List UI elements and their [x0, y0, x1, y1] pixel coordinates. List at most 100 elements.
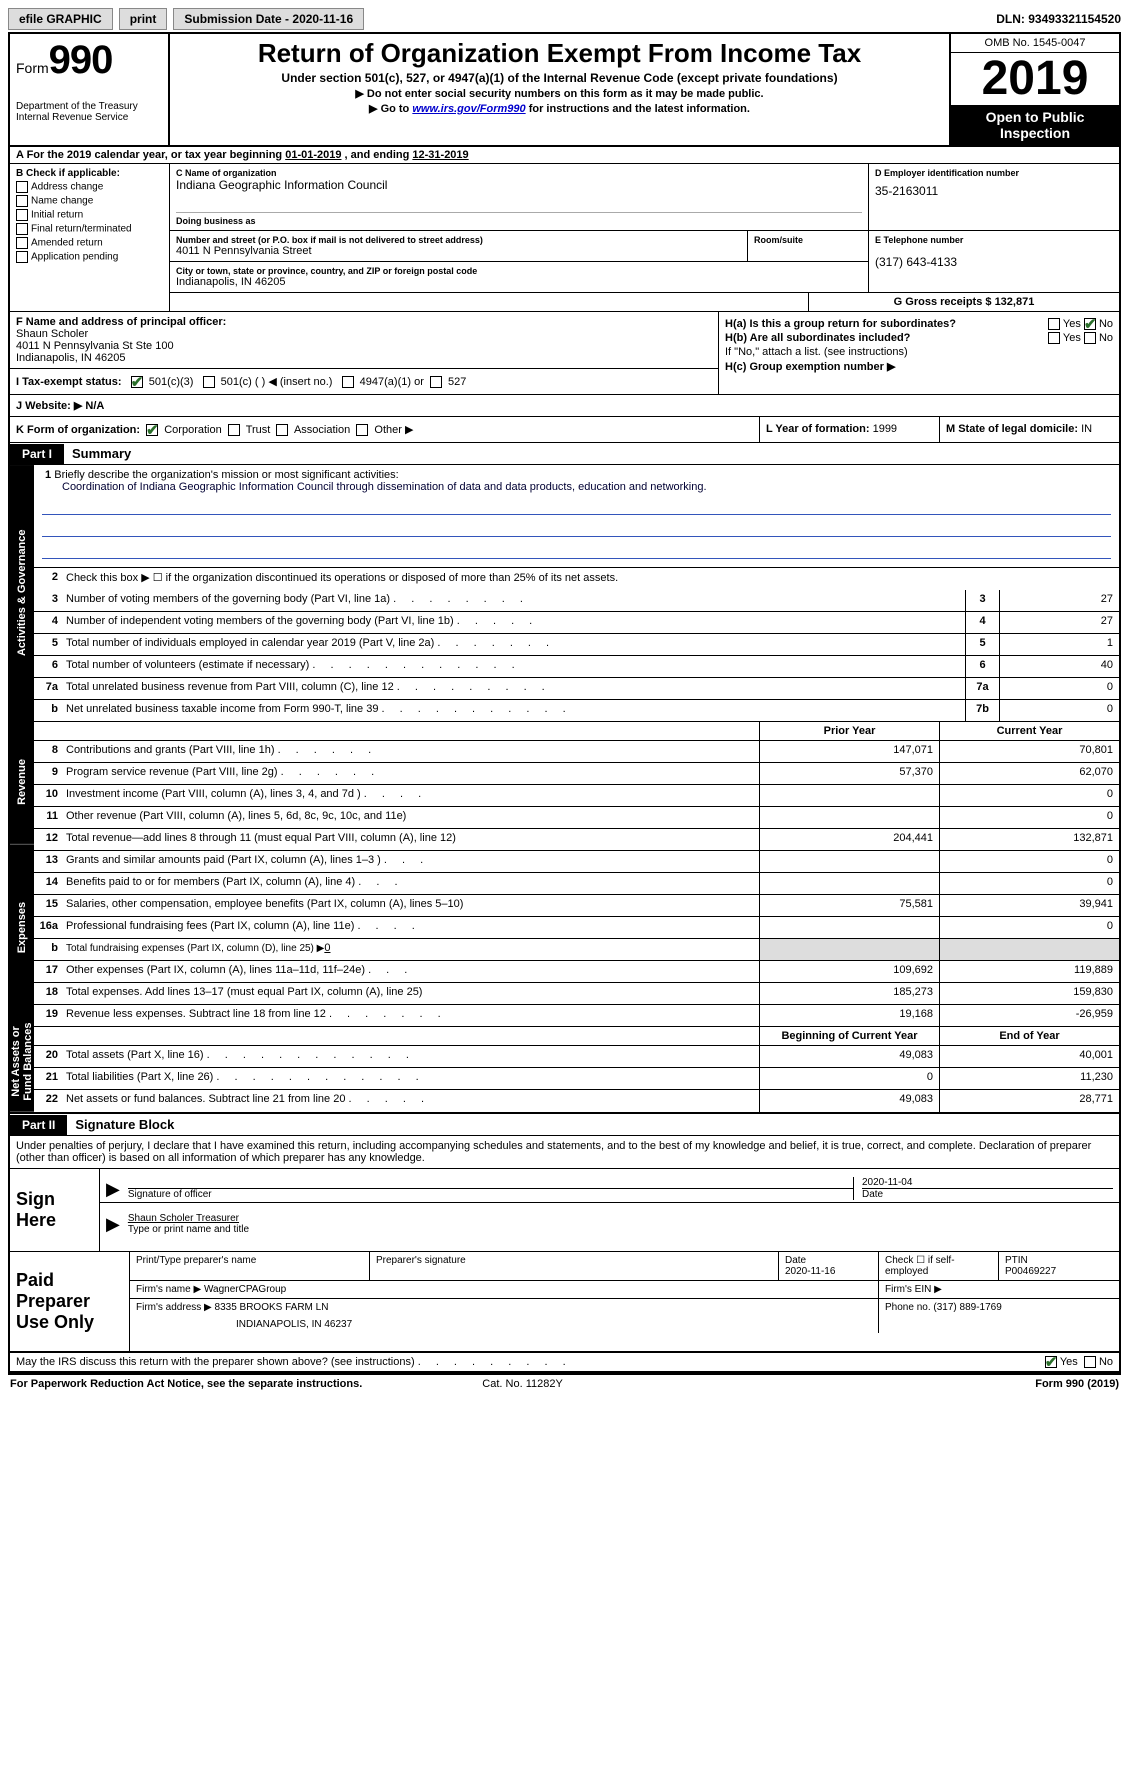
print-button[interactable]: print [119, 8, 168, 30]
cb-527[interactable] [430, 376, 442, 388]
opt-label: Initial return [31, 210, 83, 221]
checkbox-icon [16, 251, 28, 263]
row-a-tax-year: A For the 2019 calendar year, or tax yea… [10, 147, 1119, 164]
line22: 22Net assets or fund balances. Subtract … [34, 1090, 1119, 1112]
prep-ptin-cell: PTINP00469227 [999, 1252, 1119, 1280]
cb-discuss-yes[interactable] [1045, 1356, 1057, 1368]
side-netassets: Net Assets or Fund Balances [10, 1011, 34, 1112]
efile-button[interactable]: efile GRAPHIC [8, 8, 113, 30]
discuss-yes: Yes [1060, 1356, 1078, 1368]
omb-number: OMB No. 1545-0047 [951, 34, 1119, 53]
checkbox-icon [16, 209, 28, 221]
cb-initial-return[interactable]: Initial return [16, 209, 163, 221]
cb-discuss-no[interactable] [1084, 1356, 1096, 1368]
part2-header: Part II Signature Block [10, 1114, 1119, 1136]
cb-address-change[interactable]: Address change [16, 181, 163, 193]
l-label: L Year of formation: [766, 423, 870, 435]
cb-hb-yes[interactable] [1048, 332, 1060, 344]
form-word: Form [16, 60, 49, 76]
print-label: print [130, 12, 157, 26]
gross-row: G Gross receipts $ 132,871 [170, 293, 1119, 311]
checkbox-icon [16, 181, 28, 193]
line9: 9Program service revenue (Part VIII, lin… [34, 763, 1119, 785]
beg-end-header: Beginning of Current Year End of Year [34, 1027, 1119, 1046]
cb-trust[interactable] [228, 424, 240, 436]
l4-box: 4 [965, 612, 999, 633]
l10c: 0 [939, 785, 1119, 806]
dba-label: Doing business as [176, 216, 862, 226]
l22-text: Net assets or fund balances. Subtract li… [66, 1093, 345, 1105]
cb-501c3[interactable] [131, 376, 143, 388]
f-name: Shaun Scholer [16, 328, 712, 340]
l15p: 75,581 [759, 895, 939, 916]
cb-amended[interactable]: Amended return [16, 237, 163, 249]
cb-final-return[interactable]: Final return/terminated [16, 223, 163, 235]
side-revenue: Revenue [10, 721, 34, 844]
footer-right: Form 990 (2019) [1035, 1378, 1119, 1390]
street-label: Number and street (or P.O. box if mail i… [176, 235, 741, 245]
header-mid: Return of Organization Exempt From Incom… [170, 34, 949, 145]
l14-text: Benefits paid to or for members (Part IX… [66, 876, 355, 888]
l8c: 70,801 [939, 741, 1119, 762]
f-officer: F Name and address of principal officer:… [10, 312, 718, 369]
prep-date-cell: Date2020-11-16 [779, 1252, 879, 1280]
cb-ha-yes[interactable] [1048, 318, 1060, 330]
cb-4947[interactable] [342, 376, 354, 388]
org-name: Indiana Geographic Information Council [176, 178, 862, 192]
line10: 10Investment income (Part VIII, column (… [34, 785, 1119, 807]
officer-name: Shaun Scholer Treasurer [128, 1213, 1113, 1224]
ein-value: 35-2163011 [875, 184, 1113, 198]
section-bcde: B Check if applicable: Address change Na… [10, 164, 1119, 312]
h-a-label: H(a) Is this a group return for subordin… [725, 318, 1048, 330]
h-c: H(c) Group exemption number ▶ [725, 360, 1113, 373]
city-label: City or town, state or province, country… [176, 266, 862, 276]
l11-text: Other revenue (Part VIII, column (A), li… [62, 807, 759, 828]
arrow-icon: ▶ [106, 1214, 120, 1235]
col-l: L Year of formation: 1999 [759, 417, 939, 442]
sig-line-name: ▶ Shaun Scholer Treasurer Type or print … [100, 1203, 1119, 1237]
open-to-public: Open to Public Inspection [951, 105, 1119, 145]
cb-name-change[interactable]: Name change [16, 195, 163, 207]
l1-text: Coordination of Indiana Geographic Infor… [62, 481, 1111, 493]
l-val: 1999 [873, 423, 897, 435]
org-name-box: C Name of organization Indiana Geographi… [170, 164, 869, 230]
l13c: 0 [939, 851, 1119, 872]
opt-label: Final return/terminated [31, 224, 132, 235]
side-activities: Activities & Governance [10, 465, 34, 721]
l3-box: 3 [965, 590, 999, 611]
firm-addr2: INDIANAPOLIS, IN 46237 [236, 1319, 872, 1330]
hdr-end: End of Year [939, 1027, 1119, 1045]
line18: 18Total expenses. Add lines 13–17 (must … [34, 983, 1119, 1005]
l16bc-gray [939, 939, 1119, 960]
open-line1: Open to Public [953, 109, 1117, 125]
l20p: 49,083 [759, 1046, 939, 1067]
h-b: H(b) Are all subordinates included? Yes … [725, 332, 1113, 344]
ptin-hdr: PTIN [1005, 1255, 1113, 1266]
addr-box: Number and street (or P.O. box if mail i… [170, 231, 869, 292]
irs-link[interactable]: www.irs.gov/Form990 [412, 103, 525, 115]
firm-phone: (317) 889-1769 [933, 1302, 1001, 1313]
prep-selfemp: Check ☐ if self-employed [879, 1252, 999, 1280]
city-cell: City or town, state or province, country… [170, 262, 868, 292]
l7a-box: 7a [965, 678, 999, 699]
l5-text: Total number of individuals employed in … [66, 637, 434, 649]
cb-501c[interactable] [203, 376, 215, 388]
cb-app-pending[interactable]: Application pending [16, 251, 163, 263]
l9p: 57,370 [759, 763, 939, 784]
f-label: F Name and address of principal officer: [16, 316, 712, 328]
cb-other[interactable] [356, 424, 368, 436]
cb-assoc[interactable] [276, 424, 288, 436]
rowA-text-a: A For the 2019 calendar year, or tax yea… [16, 149, 285, 161]
open-line2: Inspection [953, 125, 1117, 141]
part1-header: Part I Summary [10, 443, 1119, 465]
no-label: No [1099, 318, 1113, 330]
cb-corp[interactable] [146, 424, 158, 436]
note-ssn: ▶ Do not enter social security numbers o… [178, 87, 941, 100]
cb-hb-no[interactable] [1084, 332, 1096, 344]
sub-date-label: Submission Date - [184, 12, 292, 26]
col-m: M State of legal domicile: IN [939, 417, 1119, 442]
l12-text: Total revenue—add lines 8 through 11 (mu… [62, 829, 759, 850]
l7b-text: Net unrelated business taxable income fr… [66, 703, 378, 715]
cb-ha-no[interactable] [1084, 318, 1096, 330]
k-o4: Other ▶ [374, 424, 413, 436]
